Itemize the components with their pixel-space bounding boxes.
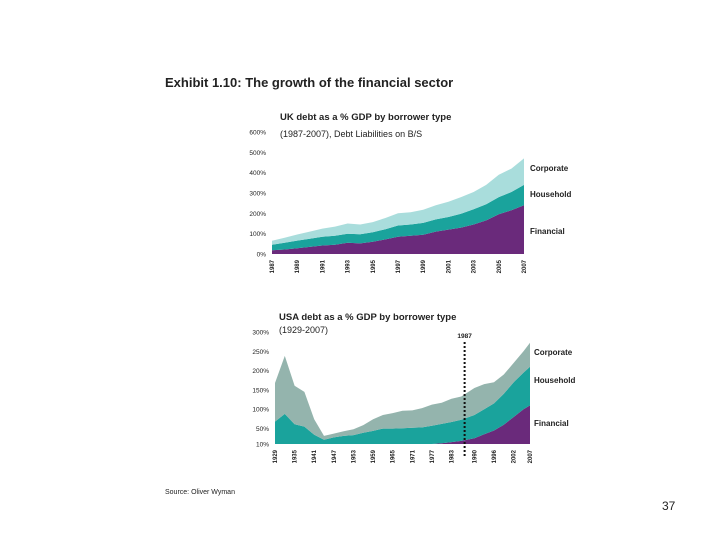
usa-xtick-label: 1953 — [351, 449, 357, 463]
usa-xtick-label: 1929 — [273, 449, 279, 463]
uk-legend-corporate: Corporate — [530, 164, 569, 173]
uk-ytick-label: 100% — [249, 231, 266, 238]
uk-area-corporate — [272, 158, 524, 245]
uk-xtick-label: 1997 — [396, 259, 402, 273]
usa-area-corporate — [275, 342, 530, 440]
uk-xtick-label: 1987 — [270, 259, 276, 273]
uk-ytick-label: 200% — [249, 211, 266, 218]
uk-ytick-label: 0% — [257, 252, 267, 259]
uk-ytick-label: 300% — [249, 191, 266, 198]
usa-chart-subtitle: (1929-2007) — [279, 325, 328, 335]
uk-xtick-label: 2005 — [497, 259, 503, 273]
usa-xtick-label: 2002 — [512, 449, 518, 463]
usa-chart-title: USA debt as a % GDP by borrower type — [279, 312, 456, 323]
usa-ytick-label: 200% — [252, 368, 269, 375]
usa-xtick-label: 1941 — [312, 449, 318, 463]
page-number: 37 — [662, 499, 676, 513]
uk-xtick-label: 1993 — [346, 259, 352, 273]
usa-xtick-label: 2007 — [528, 449, 534, 463]
uk-xtick-label: 1999 — [421, 259, 427, 273]
source-note: Source: Oliver Wyman — [165, 489, 235, 496]
uk-chart-subtitle: (1987-2007), Debt Liabilities on B/S — [280, 129, 422, 139]
uk-ytick-label: 600% — [249, 130, 266, 137]
uk-xtick-label: 2003 — [472, 259, 478, 273]
page-title: Exhibit 1.10: The growth of the financia… — [165, 75, 454, 90]
usa-xtick-label: 1977 — [430, 449, 436, 463]
usa-ytick-label: 150% — [252, 387, 269, 394]
usa-area-household — [275, 366, 530, 444]
uk-ytick-label: 500% — [249, 150, 266, 157]
usa-ytick-label: 50% — [256, 426, 269, 433]
uk-xtick-label: 1989 — [295, 259, 301, 273]
uk-xtick-label: 2001 — [446, 259, 452, 273]
usa-legend-corporate: Corporate — [534, 348, 573, 357]
uk-area-financial — [272, 205, 524, 254]
uk-area-household — [272, 184, 524, 251]
usa-ytick-label: 300% — [252, 330, 269, 337]
usa-xtick-label: 1971 — [410, 449, 416, 463]
usa-legend-financial: Financial — [534, 419, 569, 428]
usa-ytick-label: 100% — [252, 407, 269, 414]
usa-xtick-label: 1983 — [450, 449, 456, 463]
usa-xtick-label: 1990 — [472, 449, 478, 463]
uk-xtick-label: 2007 — [522, 259, 528, 273]
usa-annotation-label: 1987 — [457, 333, 472, 340]
usa-xtick-label: 1935 — [293, 449, 299, 463]
uk-xtick-label: 1995 — [371, 259, 377, 273]
usa-legend-household: Household — [534, 376, 575, 385]
uk-legend-financial: Financial — [530, 227, 565, 236]
usa-ytick-label: 10% — [256, 442, 269, 449]
uk-xtick-label: 1991 — [320, 259, 326, 273]
uk-chart-title: UK debt as a % GDP by borrower type — [280, 112, 451, 123]
usa-xtick-label: 1959 — [371, 449, 377, 463]
usa-area-financial — [275, 405, 530, 444]
uk-legend-household: Household — [530, 190, 571, 199]
usa-xtick-label: 1947 — [332, 449, 338, 463]
usa-xtick-label: 1996 — [492, 449, 498, 463]
usa-ytick-label: 250% — [252, 349, 269, 356]
uk-ytick-label: 400% — [249, 170, 266, 177]
usa-xtick-label: 1965 — [391, 449, 397, 463]
